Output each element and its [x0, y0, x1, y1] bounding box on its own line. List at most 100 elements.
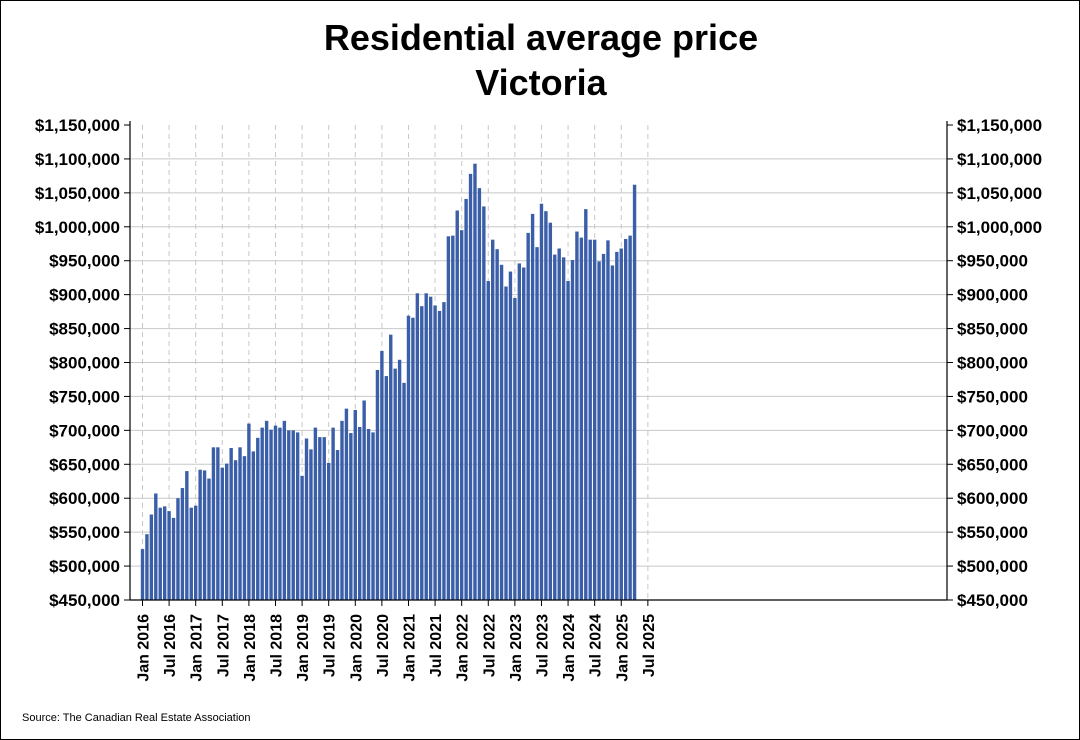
- y-tick-label-left: $850,000: [49, 320, 120, 339]
- y-tick-label-left: $1,050,000: [35, 184, 120, 203]
- bar: [167, 511, 171, 600]
- bar: [530, 213, 535, 600]
- x-tick-label: Jan 2023: [508, 614, 525, 682]
- bar: [455, 210, 459, 600]
- x-tick-label: Jan 2016: [136, 614, 153, 682]
- bar: [198, 469, 202, 600]
- y-tick-label-right: $1,000,000: [957, 218, 1042, 237]
- bar: [535, 247, 539, 600]
- bar: [406, 315, 411, 600]
- bar: [584, 209, 588, 600]
- bar: [180, 488, 185, 600]
- bar: [411, 317, 415, 600]
- bar: [171, 517, 176, 600]
- bar: [539, 203, 544, 600]
- y-tick-label-left: $550,000: [49, 523, 120, 542]
- bar: [513, 298, 517, 600]
- bar: [566, 281, 570, 600]
- x-tick-label: Jan 2019: [295, 614, 312, 682]
- bar: [358, 426, 362, 600]
- bar: [185, 471, 189, 600]
- bar: [446, 236, 451, 601]
- bar: [278, 427, 282, 600]
- bar: [340, 420, 344, 600]
- bar: [158, 507, 162, 600]
- x-axis-labels: Jan 2016 Jul 2016 Jan 2017 Jul 2017 Jan 2018…: [136, 614, 658, 682]
- axes: [124, 121, 953, 606]
- bar: [282, 420, 287, 600]
- bar: [145, 534, 149, 600]
- y-tick-label-left: $700,000: [49, 421, 120, 440]
- x-tick-label: Jan 2022: [455, 614, 472, 682]
- bar: [486, 281, 490, 600]
- bar: [269, 429, 273, 600]
- bar: [420, 306, 424, 600]
- bar: [304, 438, 309, 600]
- bar: [504, 286, 508, 600]
- bar: [344, 408, 349, 600]
- bar: [477, 188, 482, 601]
- y-tick-label-right: $800,000: [957, 354, 1028, 373]
- x-tick-label: Jul 2018: [268, 614, 285, 677]
- bar: [371, 432, 375, 600]
- bar: [154, 493, 158, 600]
- y-tick-label-left: $450,000: [49, 591, 120, 610]
- x-tick-label: Jan 2017: [189, 614, 206, 682]
- x-tick-label: Jan 2025: [614, 614, 631, 682]
- bar: [508, 271, 513, 600]
- bar: [140, 549, 145, 600]
- bars: [140, 163, 637, 601]
- y-tick-label-left: $950,000: [49, 252, 120, 271]
- bar: [402, 382, 406, 600]
- y-tick-label-right: $850,000: [957, 320, 1028, 339]
- bar: [451, 235, 455, 601]
- bar: [322, 437, 326, 600]
- bar: [561, 257, 566, 600]
- bar: [238, 447, 242, 600]
- y-tick-label-right: $1,100,000: [957, 150, 1042, 169]
- bar: [194, 505, 198, 600]
- source-note: Source: The Canadian Real Estate Associa…: [22, 712, 251, 724]
- bar: [313, 427, 318, 600]
- x-tick-label: Jan 2024: [561, 614, 578, 682]
- bar: [526, 232, 530, 600]
- y-tick-label-left: $800,000: [49, 354, 120, 373]
- bar: [189, 507, 193, 600]
- bar: [592, 239, 597, 600]
- bar: [548, 222, 553, 600]
- bar: [491, 239, 495, 600]
- bar: [389, 334, 393, 600]
- bar: [211, 447, 216, 600]
- bar: [162, 506, 167, 600]
- y-tick-label-left: $1,000,000: [35, 218, 120, 237]
- y-tick-label-right: $700,000: [957, 421, 1028, 440]
- bar: [229, 448, 233, 600]
- y-tick-label-left: $900,000: [49, 286, 120, 305]
- bar: [393, 368, 397, 600]
- x-tick-label: Jul 2016: [162, 614, 179, 677]
- bar: [264, 420, 269, 600]
- bar: [380, 350, 384, 600]
- bar: [300, 475, 304, 600]
- y-tick-label-left: $750,000: [49, 387, 120, 406]
- bar: [397, 359, 402, 600]
- chart-title-line-1: Residential average price: [324, 17, 758, 58]
- y-tick-label-right: $650,000: [957, 455, 1028, 474]
- bar: [610, 265, 615, 600]
- bar: [287, 430, 291, 600]
- bar: [247, 423, 251, 600]
- bar: [251, 451, 256, 600]
- bar: [375, 369, 380, 600]
- y-tick-label-left: $1,100,000: [35, 150, 120, 169]
- bar: [335, 450, 340, 600]
- bar: [628, 235, 632, 601]
- bar: [433, 305, 437, 600]
- bar: [464, 198, 468, 600]
- bar: [459, 230, 464, 600]
- y-tick-label-right: $550,000: [957, 523, 1028, 542]
- bar: [424, 293, 428, 600]
- y-tick-label-right: $1,050,000: [957, 184, 1042, 203]
- bar: [220, 467, 224, 600]
- y-tick-label-right: $750,000: [957, 387, 1028, 406]
